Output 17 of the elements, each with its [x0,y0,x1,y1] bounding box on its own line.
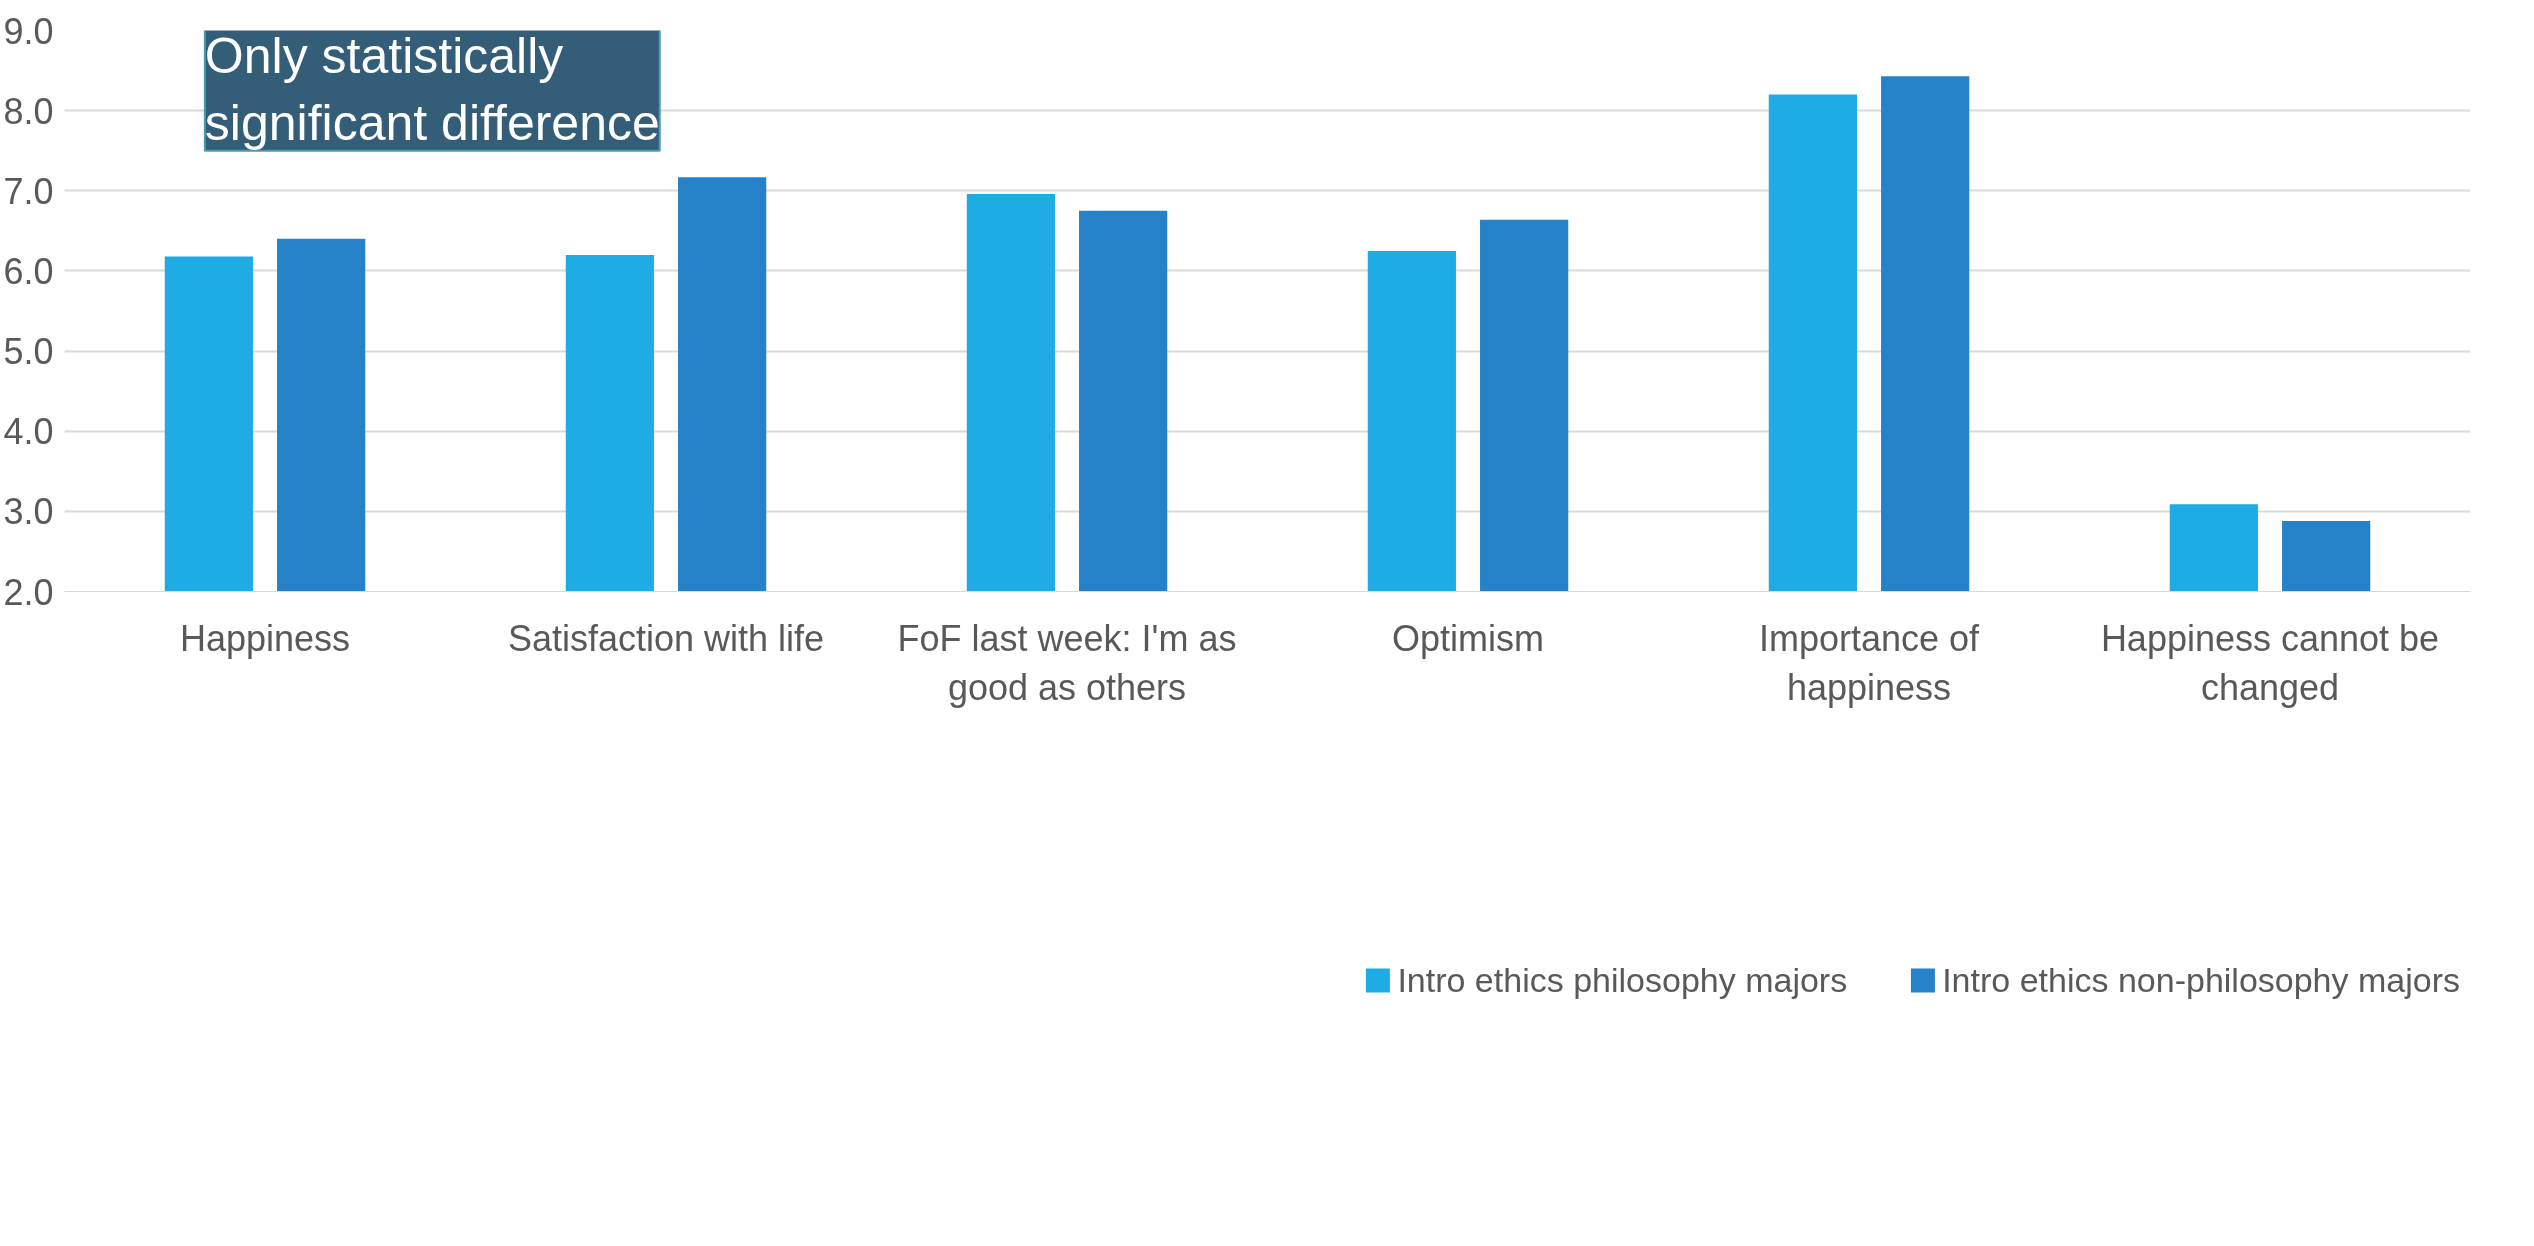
annotation: Only statistically significant difference [204,27,660,151]
x-tick-label: Optimism [1392,617,1544,659]
x-tick-label: Happiness [179,617,351,659]
y-tick-label: 3.0 [3,491,54,533]
y-tick-label: 9.0 [3,10,54,52]
x-tick-label: FoF last week: I'm as good as others [897,617,1237,708]
legend-label: Intro ethics non-philosophy majors [1942,960,2460,1000]
x-tick-label: Importance of happiness [1758,617,1981,708]
y-tick-label: 7.0 [3,170,54,212]
x-tick-label: Satisfaction with life [507,617,825,659]
y-tick-label: 4.0 [3,411,54,453]
y-tick-label: 6.0 [3,250,54,292]
y-tick-label: 8.0 [3,90,54,132]
y-tick-label: 2.0 [3,571,54,613]
legend-label: Intro ethics philosophy majors [1397,960,1848,1000]
y-tick-label: 5.0 [3,331,54,373]
x-tick-label: Happiness cannot be changed [2100,617,2440,708]
